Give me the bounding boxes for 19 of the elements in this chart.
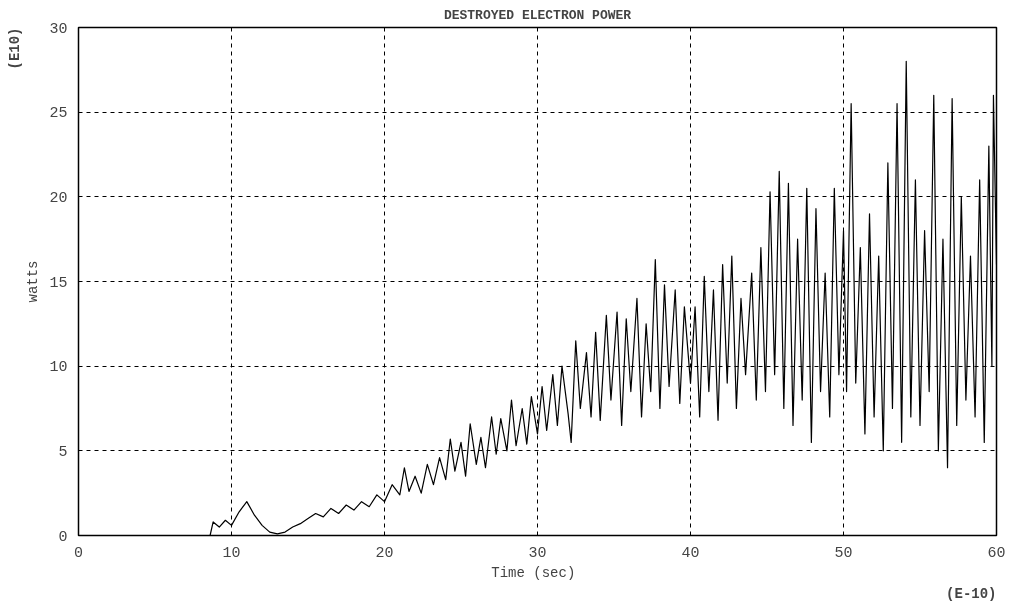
y-tick-label: 10: [49, 359, 68, 377]
y-tick-label: 30: [49, 20, 68, 38]
text: (E10): [6, 27, 23, 70]
x-tick-label: 0: [74, 544, 84, 562]
y-tick-label: 5: [58, 443, 68, 461]
y-tick-label: 15: [49, 274, 68, 292]
x-tick-label: 50: [834, 544, 853, 562]
text: (E-10): [946, 585, 997, 601]
y-axis-title: watts: [25, 260, 42, 303]
y-tick-label: 0: [58, 528, 68, 546]
x-tick-label: 10: [222, 544, 241, 562]
x-tick-label: 60: [987, 544, 1006, 562]
x-axis-title: Time (sec): [491, 564, 576, 581]
x-tick-label: 40: [681, 544, 700, 562]
x-tick-label: 30: [528, 544, 547, 562]
y-tick-label: 20: [49, 189, 68, 207]
x-tick-label: 20: [375, 544, 394, 562]
chart-title: DESTROYED ELECTRON POWER: [443, 7, 632, 23]
y-tick-label: 25: [49, 105, 68, 123]
